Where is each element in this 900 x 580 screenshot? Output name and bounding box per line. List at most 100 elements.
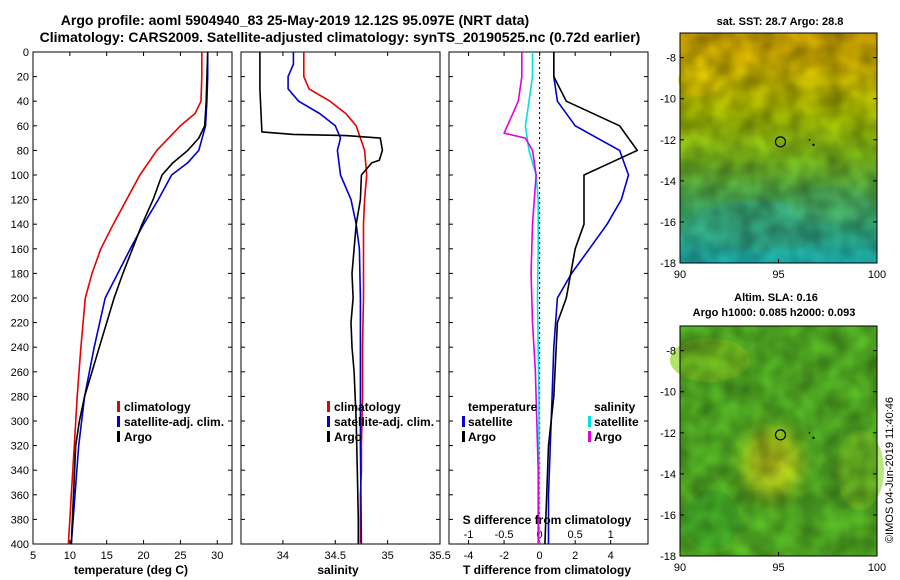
s-diff-tick-label: 0.5 [568, 529, 583, 541]
map-lon-label: 100 [868, 269, 886, 281]
legend-swatch-satellite [327, 416, 330, 427]
legend-label-climatology: climatology [334, 400, 401, 414]
depth-axis: 0 20 40 60 80 100 120 140 160 180 200 220 240 260 280 3… [11, 47, 648, 551]
map-lat-label: -18 [660, 258, 676, 270]
sla-map-title-line2: Argo h1000: 0.085 h2000: 0.093 [693, 307, 856, 319]
depth-tick-label: 140 [11, 219, 29, 231]
legend-swatch-s-argo [588, 431, 591, 442]
map-lat-label: -14 [660, 469, 676, 481]
depth-tick-label: 240 [11, 342, 29, 354]
x-tick-label: 0 [537, 550, 543, 562]
legend-title-temperature: temperature [468, 400, 538, 414]
salinity-legend: climatology satellite-adj. clim. Argo [327, 400, 434, 444]
t-difference-axis-label: T difference from climatology [463, 563, 631, 577]
s-diff-tick-label: -0.5 [495, 529, 514, 541]
depth-tick-label: 380 [11, 514, 29, 526]
depth-tick-label: 20 [17, 72, 29, 84]
argo-location-marker [774, 136, 787, 148]
depth-tick-label: 340 [11, 465, 29, 477]
legend-swatch-s-satellite [588, 416, 591, 427]
difference-legend: temperature satellite Argo salinity sate… [462, 400, 639, 444]
temperature-legend: climatology satellite-adj. clim. Argo [117, 400, 224, 444]
legend-swatch-climatology [117, 401, 120, 412]
sla-map [670, 325, 884, 557]
sla-map-texture [680, 326, 877, 556]
x-tick-label: -2 [499, 550, 509, 562]
depth-tick-label: 0 [23, 47, 29, 59]
map-lat-label: -12 [660, 135, 676, 147]
depth-tick-label: 120 [11, 195, 29, 207]
series-line-climatology [302, 52, 368, 544]
sst-map-title: sat. SST: 28.7 Argo: 28.8 [717, 16, 844, 28]
map-lon-label: 95 [772, 269, 784, 281]
legend-swatch-t-argo [462, 431, 465, 442]
imos-watermark: ©IMOS 04-Jun-2019 11:40:46 [884, 397, 896, 543]
depth-tick-label: 200 [11, 293, 29, 305]
x-tick-label: 10 [64, 550, 76, 562]
depth-tick-label: 80 [17, 145, 29, 157]
series-line-satellite-adj-clim- [287, 52, 363, 545]
depth-tick-label: 220 [11, 318, 29, 330]
depth-tick-label: 180 [11, 268, 29, 280]
x-tick-label: -4 [464, 550, 474, 562]
legend-swatch-argo [117, 431, 120, 442]
legend-label-t-argo: Argo [468, 430, 496, 444]
argo-location-marker [774, 429, 787, 441]
temperature-x-axis: 5 10 15 20 25 30 [30, 52, 223, 562]
map-lat-label: -16 [660, 217, 676, 229]
temperature-plot-frame [32, 51, 233, 545]
depth-tick-label: 280 [11, 391, 29, 403]
temperature-axis-label: temperature (deg C) [74, 563, 188, 577]
argo-track-dot [812, 143, 815, 147]
s-diff-tick-label: 1 [608, 529, 614, 541]
map-lat-label: -14 [660, 176, 676, 188]
x-tick-label: 15 [101, 550, 113, 562]
series-line-argo [259, 52, 384, 544]
x-tick-label: 25 [174, 550, 186, 562]
legend-swatch-argo [327, 431, 330, 442]
legend-label-satellite: satellite-adj. clim. [334, 415, 434, 429]
x-tick-label: 34.5 [325, 550, 346, 562]
legend-label-t-satellite: satellite [468, 415, 513, 429]
depth-tick-label: 300 [11, 416, 29, 428]
profile-series [67, 51, 639, 545]
legend-label-climatology: climatology [124, 400, 191, 414]
map-lat-label: -8 [666, 53, 676, 65]
map-lon-label: 100 [868, 562, 886, 574]
map-lon-label: 90 [674, 269, 686, 281]
series-line-salinity-argo [503, 52, 540, 544]
legend-swatch-climatology [327, 401, 330, 412]
map-lat-label: -18 [660, 551, 676, 563]
legend-title-salinity: salinity [594, 400, 636, 414]
s-diff-tick-label: -1 [464, 529, 474, 541]
x-tick-label: 5 [30, 550, 36, 562]
sst-map-texture [680, 33, 877, 263]
x-tick-label: 30 [211, 550, 223, 562]
depth-tick-label: 40 [17, 96, 29, 108]
sla-map-title-line1: Altim. SLA: 0.16 [734, 292, 818, 304]
map-lat-label: -12 [660, 428, 676, 440]
series-line-argo [70, 51, 209, 545]
legend-swatch-t-satellite [462, 416, 465, 427]
x-tick-label: 35.5 [429, 550, 450, 562]
legend-label-satellite: satellite-adj. clim. [124, 415, 224, 429]
map-lat-label: -10 [660, 94, 676, 106]
depth-tick-label: 100 [11, 170, 29, 182]
argo-track-dot [808, 139, 811, 141]
sst-map [678, 32, 878, 264]
map-lat-label: -8 [666, 346, 676, 358]
figure-title-line1: Argo profile: aoml 5904940_83 25-May-201… [61, 12, 529, 28]
legend-label-argo: Argo [124, 430, 152, 444]
argo-track-dot [808, 432, 811, 434]
x-tick-label: 4 [608, 550, 614, 562]
legend-swatch-satellite [117, 416, 120, 427]
legend-label-s-argo: Argo [594, 430, 622, 444]
x-tick-label: 20 [137, 550, 149, 562]
depth-tick-label: 260 [11, 367, 29, 379]
x-tick-label: 2 [572, 550, 578, 562]
salinity-axis-label: salinity [317, 563, 359, 577]
map-lon-label: 90 [674, 562, 686, 574]
